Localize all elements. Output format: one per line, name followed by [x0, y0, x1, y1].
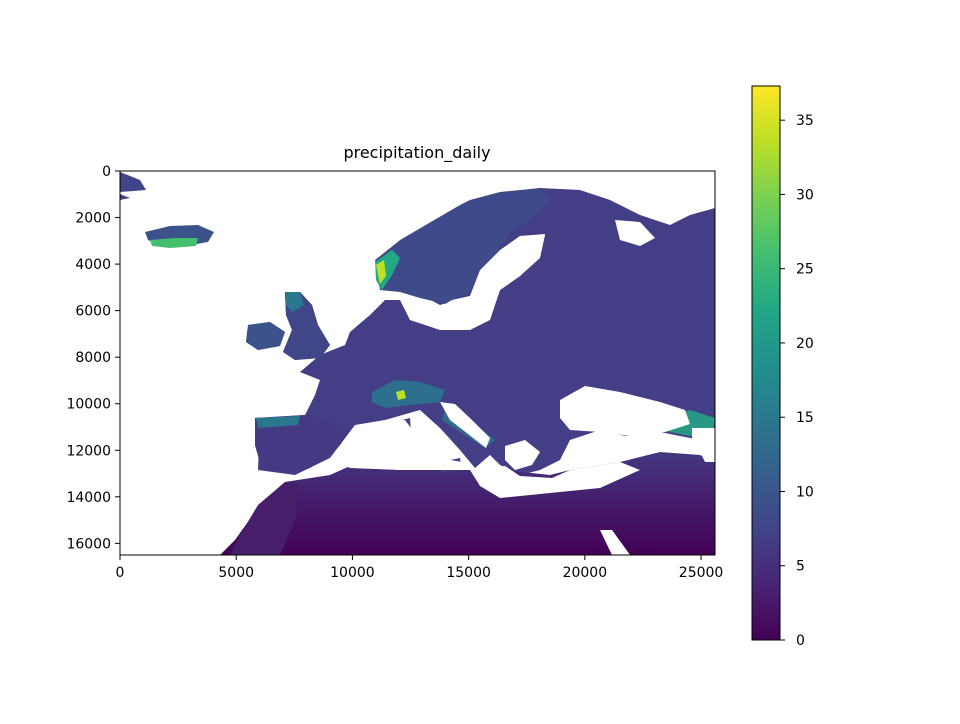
colorbar-tick-label: 30	[796, 187, 814, 203]
y-tick-label: 0	[102, 164, 111, 180]
scandinavia-land	[375, 188, 550, 305]
norway-coast-peak-repaint	[376, 260, 386, 284]
baltic-sea-nodata	[435, 234, 545, 328]
y-tick-label: 16000	[66, 536, 111, 552]
x-tick-label: 10000	[330, 565, 375, 581]
chart-title: precipitation_daily	[343, 143, 490, 163]
aegean-nodata	[505, 440, 540, 470]
y-tick-label: 4000	[75, 257, 111, 273]
colorbar-tick-label: 5	[796, 559, 805, 575]
y-tick-label: 12000	[66, 443, 111, 459]
iberia-north-wet-repaint	[256, 416, 300, 428]
x-tick-label: 20000	[563, 565, 608, 581]
red-sea-nodata	[600, 530, 630, 555]
y-tick-label: 14000	[66, 490, 111, 506]
iberia-repaint	[255, 415, 350, 472]
north-atlantic-nodata	[120, 171, 460, 555]
y-tick-label: 10000	[66, 397, 111, 413]
colorbar-tick-label: 25	[796, 262, 814, 278]
x-tick-label: 0	[116, 565, 125, 581]
colorbar-tick-label: 0	[796, 633, 805, 649]
mediterranean-nodata	[330, 420, 640, 498]
iceland-south-wet-repaint	[150, 238, 198, 248]
adriatic-nodata	[440, 402, 490, 448]
x-axis: 0 5000 10000 15000 20000 25000	[116, 555, 724, 581]
x-tick-label: 5000	[218, 565, 254, 581]
x-tick-label: 15000	[446, 565, 491, 581]
caspian-nodata	[692, 428, 715, 462]
colorbar-tick-label: 20	[796, 336, 814, 352]
y-axis: 0 2000 4000 6000 8000 10000 12000 14000 16000	[66, 164, 120, 552]
alps-peak	[396, 390, 406, 400]
black-sea-nodata	[560, 386, 690, 436]
plot-frame	[119, 170, 716, 556]
colorbar-tick-label: 15	[796, 410, 814, 426]
white-sea-nodata	[615, 220, 655, 246]
scotland-wet-repaint	[286, 292, 304, 312]
colorbar-tick-label: 10	[796, 484, 814, 500]
y-tick-label: 6000	[75, 304, 111, 320]
y-tick-label: 8000	[75, 350, 111, 366]
colorbar-tick-label: 35	[796, 113, 814, 129]
x-tick-label: 25000	[679, 565, 724, 581]
alps-wet	[372, 380, 445, 408]
colorbar	[751, 85, 781, 641]
colorbar-axis: 0 5 10 15 20 25 30 35	[780, 113, 814, 649]
heatmap-raster	[120, 171, 715, 555]
morocco-repaint	[230, 482, 300, 555]
y-tick-label: 2000	[75, 211, 111, 227]
ireland-repaint	[246, 322, 285, 350]
svalbard-edge-land	[120, 172, 146, 200]
